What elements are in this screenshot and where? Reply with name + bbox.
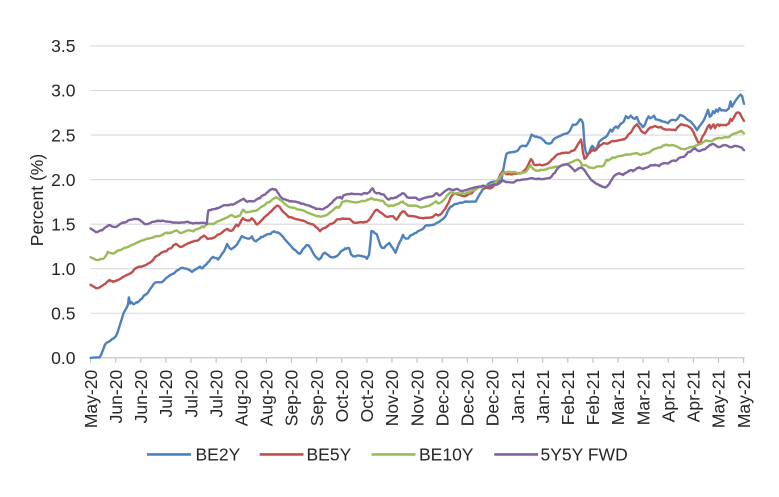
svg-text:2.0: 2.0 [51, 170, 76, 190]
svg-text:Nov-20: Nov-20 [407, 370, 427, 427]
svg-text:3.5: 3.5 [51, 36, 75, 56]
svg-text:Jul-20: Jul-20 [206, 370, 226, 418]
svg-text:3.0: 3.0 [51, 81, 76, 101]
svg-text:Jun-20: Jun-20 [106, 370, 126, 424]
svg-text:Mar-21: Mar-21 [608, 370, 628, 425]
svg-text:Jul-20: Jul-20 [156, 370, 176, 418]
svg-text:Dec-20: Dec-20 [458, 370, 478, 427]
svg-text:1.0: 1.0 [51, 259, 76, 279]
svg-text:Jan-21: Jan-21 [533, 370, 553, 424]
svg-text:Oct-20: Oct-20 [332, 370, 352, 423]
svg-text:BE5Y: BE5Y [307, 445, 352, 465]
svg-text:Apr-21: Apr-21 [658, 370, 678, 423]
svg-text:1.5: 1.5 [51, 214, 75, 234]
svg-text:5Y5Y FWD: 5Y5Y FWD [541, 445, 628, 465]
svg-text:BE10Y: BE10Y [419, 445, 474, 465]
svg-text:Sep-20: Sep-20 [282, 370, 302, 427]
svg-text:Percent (%): Percent (%) [27, 154, 47, 246]
svg-text:Apr-21: Apr-21 [684, 370, 704, 423]
svg-text:Jul-20: Jul-20 [181, 370, 201, 418]
svg-text:Aug-20: Aug-20 [231, 370, 251, 427]
svg-text:Aug-20: Aug-20 [257, 370, 277, 427]
svg-text:Sep-20: Sep-20 [307, 370, 327, 427]
svg-text:Jun-20: Jun-20 [131, 370, 151, 424]
svg-text:May-21: May-21 [734, 370, 754, 428]
svg-text:May-20: May-20 [81, 370, 101, 429]
svg-text:Jan-21: Jan-21 [508, 370, 528, 424]
svg-text:BE2Y: BE2Y [196, 445, 241, 465]
svg-text:0.0: 0.0 [51, 348, 76, 368]
svg-text:Feb-21: Feb-21 [583, 370, 603, 425]
svg-text:Dec-20: Dec-20 [432, 370, 452, 427]
svg-text:0.5: 0.5 [51, 303, 75, 323]
svg-text:May-21: May-21 [709, 370, 729, 428]
svg-text:2.5: 2.5 [51, 125, 75, 145]
svg-text:Oct-20: Oct-20 [357, 370, 377, 423]
svg-text:Feb-21: Feb-21 [558, 370, 578, 425]
svg-text:Nov-20: Nov-20 [382, 370, 402, 427]
svg-text:Dec-20: Dec-20 [483, 370, 503, 427]
svg-text:Mar-21: Mar-21 [633, 370, 653, 425]
